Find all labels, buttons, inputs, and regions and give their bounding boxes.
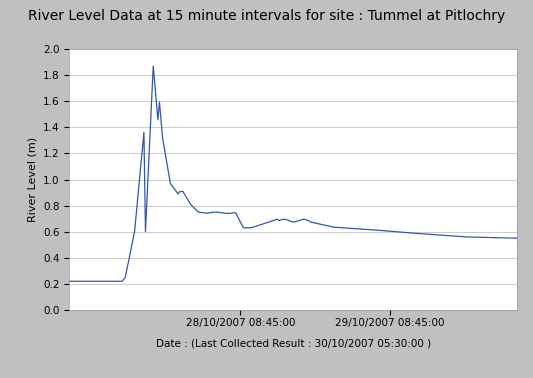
Text: River Level Data at 15 minute intervals for site : Tummel at Pitlochry: River Level Data at 15 minute intervals … bbox=[28, 9, 505, 23]
Y-axis label: River Level (m): River Level (m) bbox=[27, 137, 37, 222]
X-axis label: Date : (Last Collected Result : 30/10/2007 05:30:00 ): Date : (Last Collected Result : 30/10/20… bbox=[156, 339, 431, 349]
